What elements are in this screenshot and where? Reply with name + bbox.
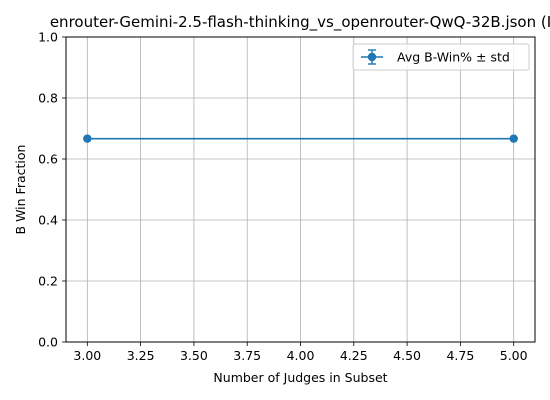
legend-point [367,52,377,62]
x-tick-label: 3.25 [127,348,155,363]
x-tick-label: 3.75 [233,348,261,363]
y-tick-label: 0.6 [38,152,58,167]
y-tick-label: 0.4 [38,213,58,228]
x-tick-label: 5.00 [500,348,528,363]
x-tick-label: 3.50 [180,348,208,363]
x-axis-label: Number of Judges in Subset [213,370,387,385]
x-tick-label: 4.75 [446,348,474,363]
legend: Avg B-Win% ± std [352,43,530,71]
y-tick-label: 1.0 [38,30,58,45]
x-tick-label: 4.25 [340,348,368,363]
y-axis-label: B Win Fraction [13,145,28,235]
y-tick-label: 0.2 [38,274,58,289]
x-tick-label: 4.00 [287,348,315,363]
y-tick-label: 0.0 [38,335,58,350]
legend-box [352,43,530,71]
legend-marker [361,49,383,65]
data-point [83,134,92,143]
y-axis-ticks: 0.0 0.2 0.4 0.6 0.8 1.0 [38,30,66,350]
x-axis-ticks: 3.00 3.25 3.50 3.75 4.00 4.25 4.50 4.75 5.00 [73,342,528,363]
y-tick-label: 0.8 [38,91,58,106]
legend-entry-label: Avg B-Win% ± std [397,50,510,65]
data-point [509,134,518,143]
chart-title: enrouter-Gemini-2.5-flash-thinking_vs_op… [50,13,550,32]
x-tick-label: 4.50 [393,348,421,363]
x-tick-label: 3.00 [73,348,101,363]
series-layer [83,134,518,143]
